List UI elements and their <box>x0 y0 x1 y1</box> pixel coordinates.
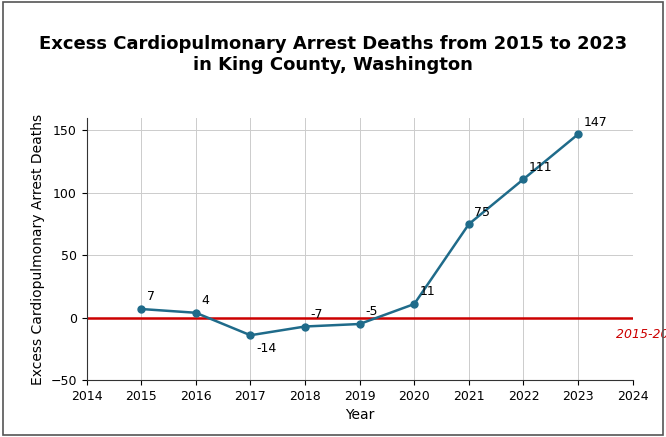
Text: 111: 111 <box>529 161 553 173</box>
Text: 11: 11 <box>420 285 436 298</box>
Text: -14: -14 <box>256 342 276 355</box>
Text: 147: 147 <box>583 116 607 128</box>
Text: 75: 75 <box>474 205 490 218</box>
Y-axis label: Excess Cardiopulmonary Arrest Deaths: Excess Cardiopulmonary Arrest Deaths <box>31 114 45 385</box>
Text: -5: -5 <box>365 305 378 319</box>
Text: 4: 4 <box>201 294 209 307</box>
Text: 2015-2020 Trend: 2015-2020 Trend <box>616 328 666 341</box>
Text: -7: -7 <box>310 308 323 321</box>
X-axis label: Year: Year <box>345 409 374 423</box>
Text: Excess Cardiopulmonary Arrest Deaths from 2015 to 2023
in King County, Washingto: Excess Cardiopulmonary Arrest Deaths fro… <box>39 35 627 74</box>
Text: 7: 7 <box>147 291 155 303</box>
